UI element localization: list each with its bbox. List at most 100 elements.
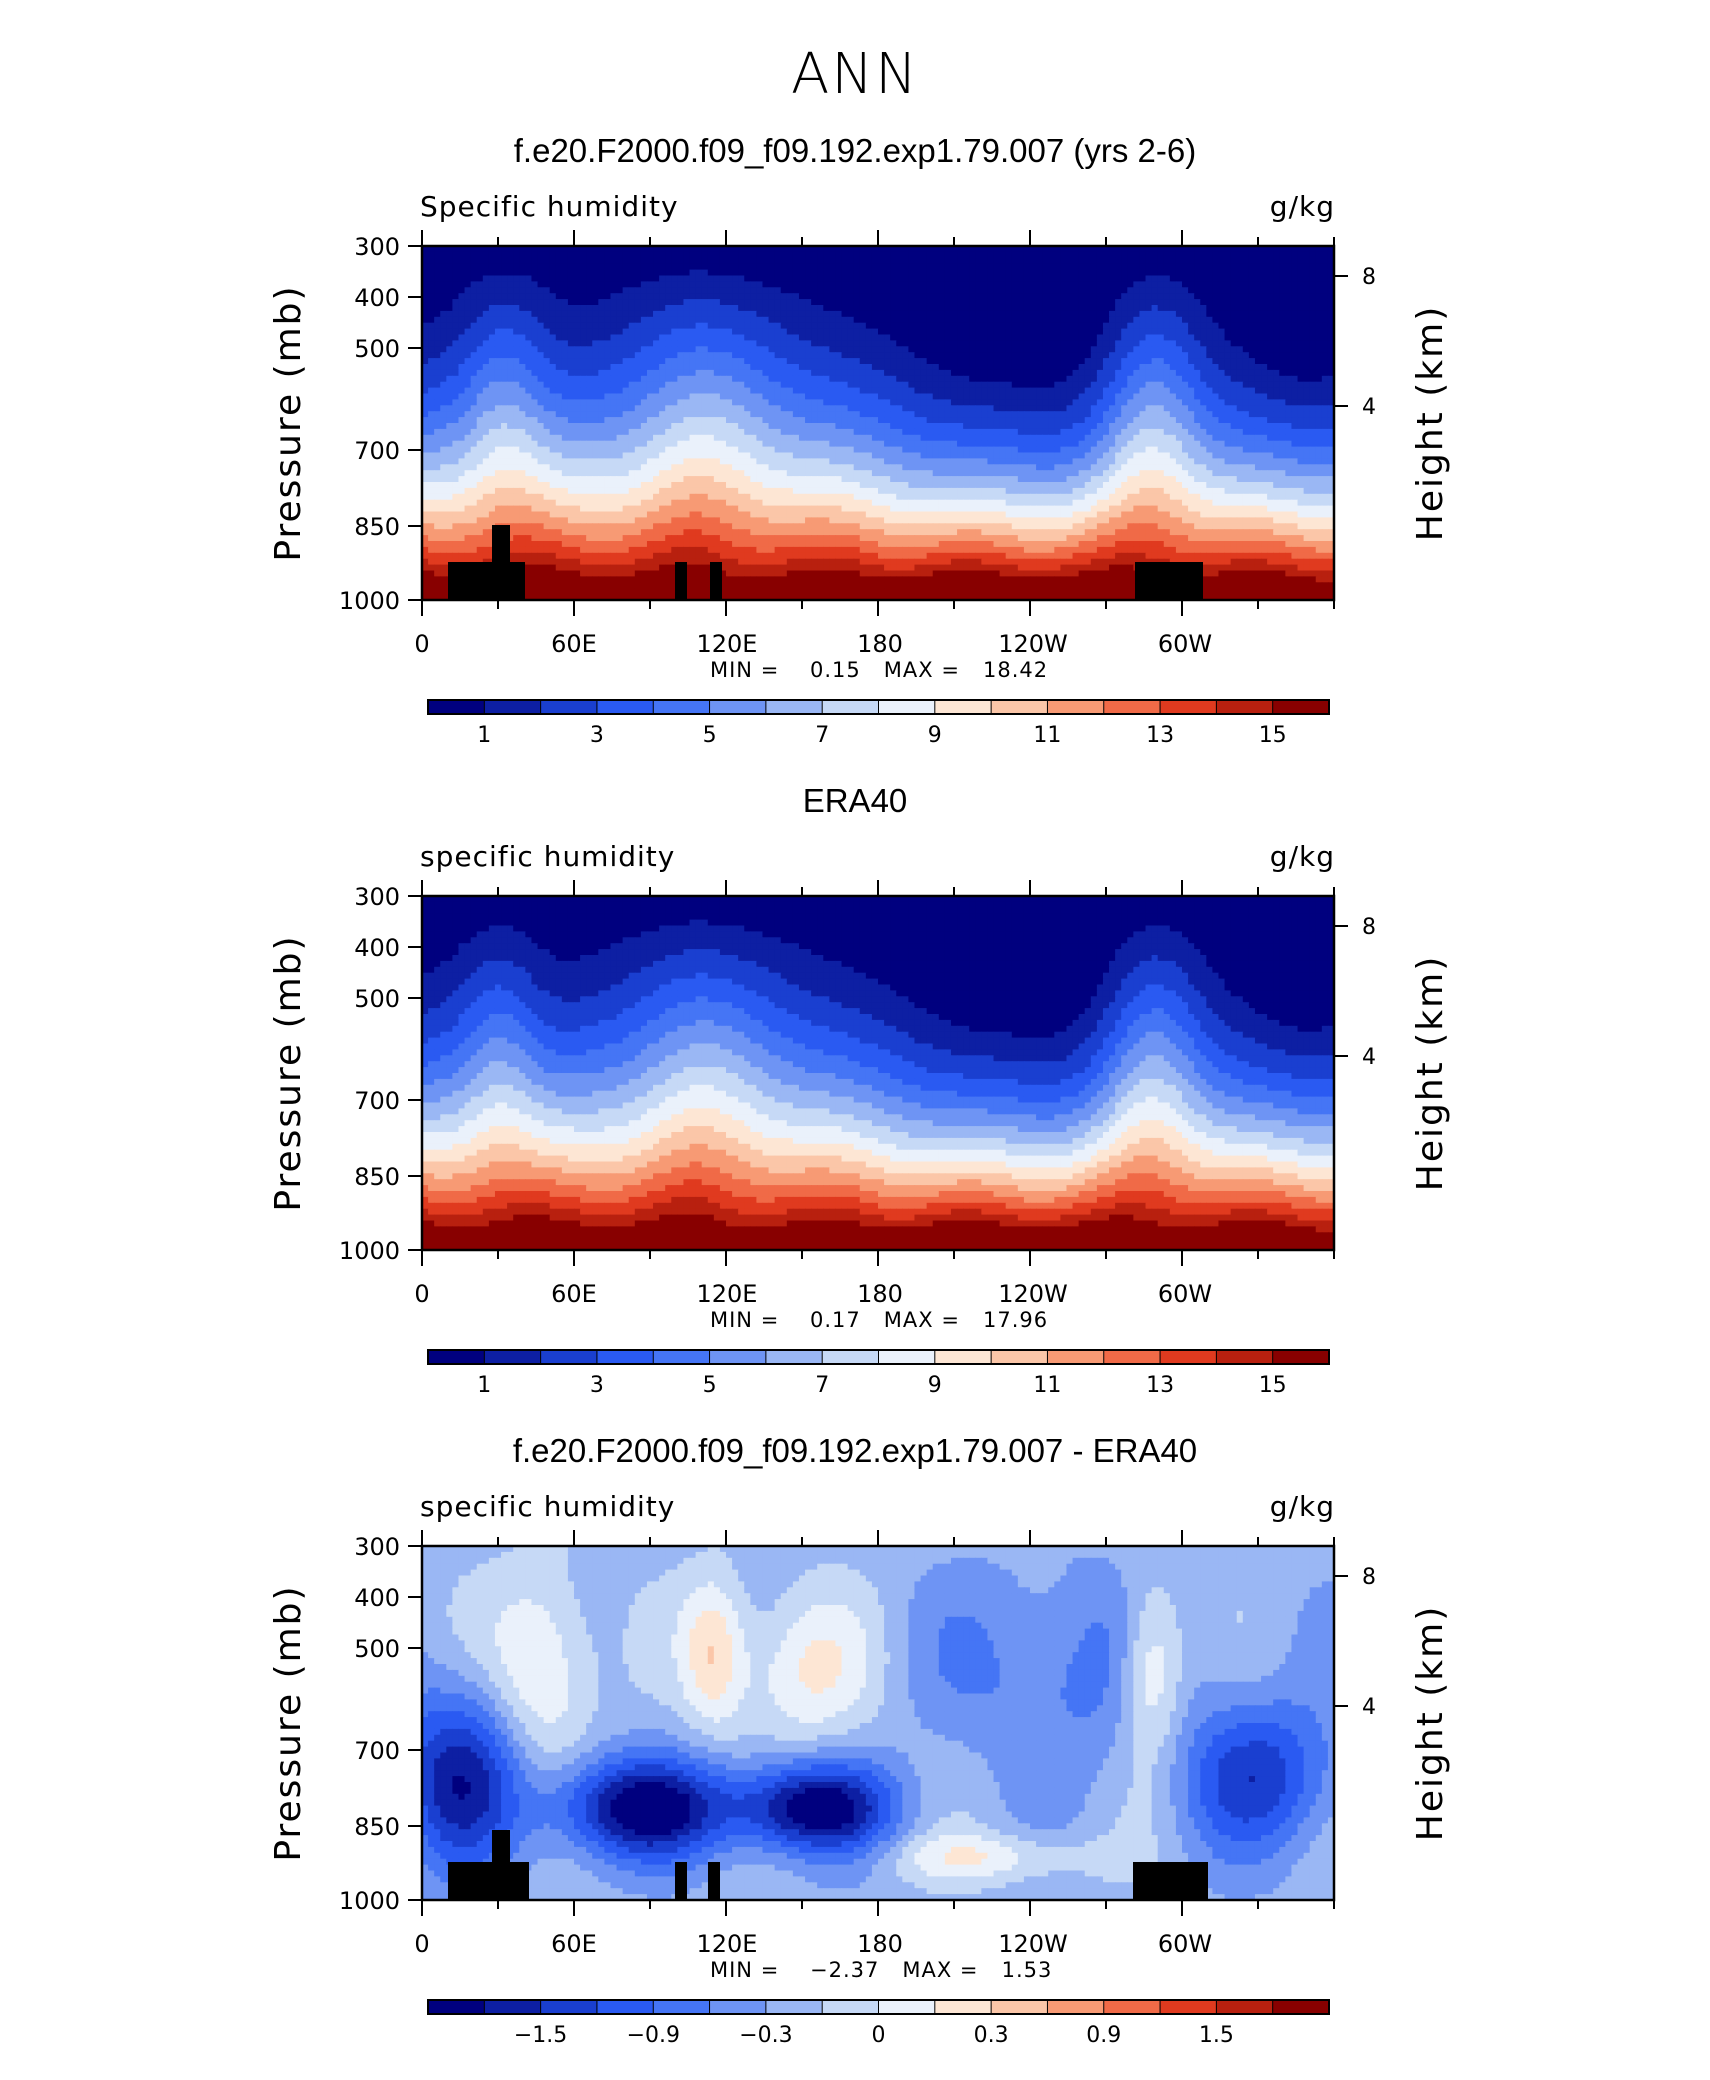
contour-cell xyxy=(574,257,581,265)
contour-cell xyxy=(792,340,800,347)
contour-cell xyxy=(1200,387,1207,395)
contour-cell xyxy=(1254,269,1262,277)
contour-cell xyxy=(805,251,812,259)
contour-cell xyxy=(1218,358,1226,365)
contour-cell xyxy=(1175,434,1183,442)
contour-cell xyxy=(932,257,940,265)
contour-cell xyxy=(1169,358,1177,365)
contour-cell xyxy=(695,428,703,436)
contour-cell xyxy=(944,293,952,300)
contour-cell xyxy=(805,328,812,336)
contour-cell xyxy=(1273,334,1280,341)
contour-cell xyxy=(634,334,642,341)
contour-cell xyxy=(744,328,751,336)
contour-cell xyxy=(695,369,703,377)
contour-cell xyxy=(1139,246,1147,253)
contour-cell xyxy=(1261,393,1268,400)
contour-cell xyxy=(756,417,764,424)
contour-cell xyxy=(464,411,472,418)
contour-cell xyxy=(987,369,995,377)
contour-cell xyxy=(555,417,563,424)
contour-cell xyxy=(847,299,855,306)
contour-cell xyxy=(1096,352,1104,359)
contour-cell xyxy=(592,246,599,253)
contour-cell xyxy=(1285,411,1293,418)
contour-cell xyxy=(713,334,721,341)
contour-cell xyxy=(634,364,642,371)
contour-cell xyxy=(1030,434,1037,442)
contour-cell xyxy=(1236,358,1244,365)
contour-cell xyxy=(1182,434,1189,442)
contour-cell xyxy=(1133,322,1141,330)
contour-cell xyxy=(464,281,472,288)
contour-cell xyxy=(598,399,605,406)
contour-cell xyxy=(957,269,964,277)
contour-cell xyxy=(805,381,812,389)
contour-cell xyxy=(1090,281,1098,288)
contour-cell xyxy=(1236,269,1244,277)
contour-cell xyxy=(823,246,830,253)
contour-cell xyxy=(1115,364,1122,371)
contour-cell xyxy=(683,334,691,341)
contour-cell xyxy=(1315,281,1323,288)
contour-cell xyxy=(811,381,818,389)
contour-cell xyxy=(792,322,800,330)
contour-cell xyxy=(1011,328,1019,336)
contour-cell xyxy=(963,405,970,412)
contour-cell xyxy=(744,434,751,442)
contour-cell xyxy=(501,299,508,306)
contour-cell xyxy=(1321,369,1329,377)
contour-cell xyxy=(1218,246,1226,253)
contour-cell xyxy=(1121,428,1128,436)
contour-cell xyxy=(1084,428,1092,436)
contour-cell xyxy=(610,293,618,300)
contour-cell xyxy=(1011,411,1019,418)
contour-cell xyxy=(780,346,788,353)
contour-cell xyxy=(1139,281,1147,288)
contour-cell xyxy=(847,358,855,365)
contour-cell xyxy=(811,257,818,265)
contour-cell xyxy=(817,299,824,306)
contour-cell xyxy=(835,322,843,330)
contour-cell xyxy=(963,251,970,259)
contour-cell xyxy=(1096,434,1104,442)
contour-cell xyxy=(738,281,745,288)
contour-cell xyxy=(677,393,685,400)
contour-cell xyxy=(975,246,982,253)
contour-cell xyxy=(987,305,995,312)
contour-cell xyxy=(592,387,599,395)
contour-cell xyxy=(1188,246,1195,253)
contour-cell xyxy=(756,310,764,318)
contour-cell xyxy=(1224,316,1232,324)
contour-cell xyxy=(531,375,539,383)
contour-cell xyxy=(622,399,630,406)
contour-cell xyxy=(1169,411,1177,418)
contour-cell xyxy=(646,405,654,412)
contour-cell xyxy=(567,305,575,312)
contour-cell xyxy=(829,375,837,383)
contour-cell xyxy=(914,381,922,389)
contour-cell xyxy=(671,411,678,418)
contour-cell xyxy=(610,340,618,347)
contour-cell xyxy=(969,364,976,371)
contour-cell xyxy=(1212,269,1220,277)
contour-cell xyxy=(981,275,989,282)
contour-cell xyxy=(1315,257,1323,265)
contour-cell xyxy=(908,423,916,430)
contour-cell xyxy=(1090,340,1098,347)
contour-cell xyxy=(993,263,1001,271)
contour-cell xyxy=(707,346,715,353)
contour-cell xyxy=(786,346,794,353)
contour-cell xyxy=(1254,275,1262,282)
contour-cell xyxy=(701,257,709,265)
contour-cell xyxy=(1206,352,1213,359)
contour-cell xyxy=(786,263,794,271)
contour-cell xyxy=(1169,257,1177,265)
contour-cell xyxy=(1066,316,1074,324)
contour-cell xyxy=(908,299,916,306)
contour-cell xyxy=(1267,369,1274,377)
contour-cell xyxy=(525,263,533,271)
contour-cell xyxy=(1102,275,1110,282)
contour-cell xyxy=(677,287,685,294)
contour-cell xyxy=(634,381,642,389)
